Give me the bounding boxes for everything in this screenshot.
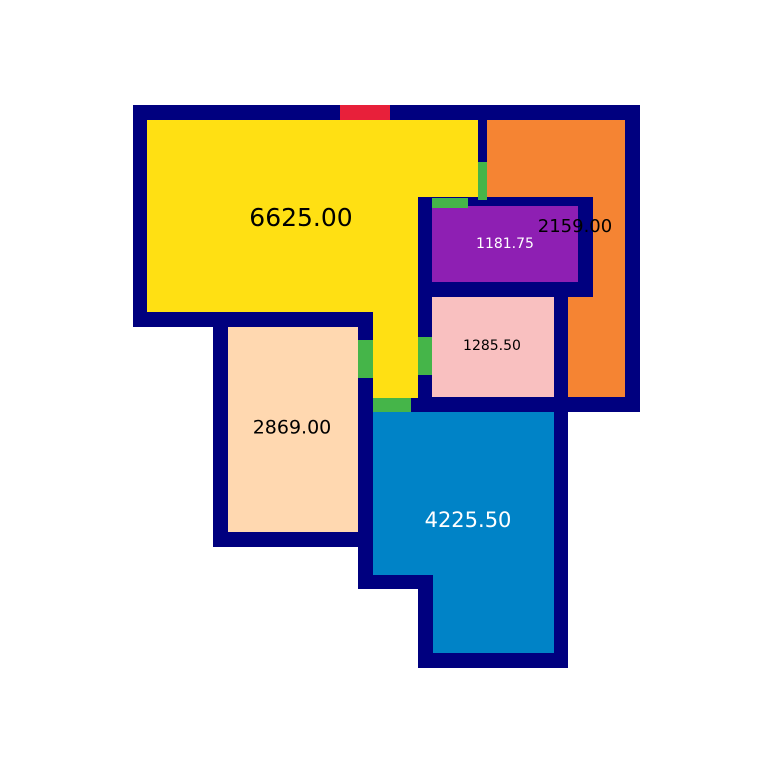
entrance-door xyxy=(340,105,390,120)
room-2159-shape xyxy=(487,120,625,397)
room-4225-shape xyxy=(373,412,554,653)
door-yellow-peach xyxy=(358,340,373,378)
room-1285-shape xyxy=(432,297,554,397)
door-yellow-blue xyxy=(373,398,411,412)
room-label-1285: 1285.50 xyxy=(463,338,521,354)
door-yellow-purple xyxy=(432,198,468,208)
room-1181-shape xyxy=(432,206,578,282)
door-yellow-pink xyxy=(418,337,432,375)
room-6625-shape xyxy=(147,120,478,398)
door-yellow-orange xyxy=(478,162,487,200)
room-label-1181: 1181.75 xyxy=(476,236,534,252)
room-label-2869: 2869.00 xyxy=(253,417,332,439)
room-label-4225: 4225.50 xyxy=(425,508,512,532)
room-2869-shape xyxy=(228,327,358,532)
room-label-6625: 6625.00 xyxy=(249,203,352,232)
room-label-2159: 2159.00 xyxy=(538,216,612,237)
doors xyxy=(358,162,487,412)
